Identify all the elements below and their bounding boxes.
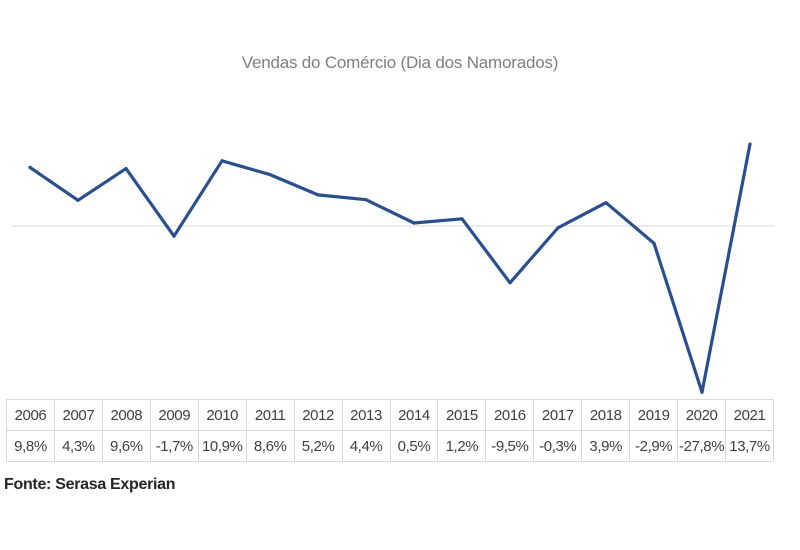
data-point [460, 217, 464, 221]
value-cell: 9,6% [101, 430, 151, 462]
line-chart [12, 142, 774, 394]
value-cell: 9,8% [6, 430, 55, 462]
value-cell: -2,9% [629, 430, 679, 462]
year-cell: 2019 [629, 399, 679, 431]
value-row: 9,8% 4,3% 9,6% -1,7% 10,9% 8,6% 5,2% 4,4% 0,5% 1,… [6, 430, 774, 462]
year-cell: 2012 [293, 399, 343, 431]
year-cell: 2016 [485, 399, 535, 431]
data-point [268, 172, 272, 177]
data-point [364, 198, 368, 202]
value-cell: 3,9% [581, 430, 631, 462]
value-cell: 4,3% [53, 430, 103, 462]
year-cell: 2013 [341, 399, 391, 431]
year-cell: 2006 [6, 399, 55, 431]
value-cell: 4,4% [341, 430, 391, 462]
value-cell: 1,2% [437, 430, 487, 462]
year-cell: 2017 [533, 399, 583, 431]
data-point [76, 198, 80, 202]
year-cell: 2014 [389, 399, 439, 431]
data-point [652, 241, 656, 245]
data-point [748, 142, 752, 146]
value-cell: 5,2% [293, 430, 343, 462]
value-cell: -0,3% [533, 430, 583, 462]
value-cell: 10,9% [197, 430, 247, 462]
data-point [604, 201, 608, 205]
data-point [28, 165, 32, 169]
chart-title: Vendas do Comércio (Dia dos Namorados) [241, 53, 559, 72]
year-cell: 2018 [581, 399, 631, 431]
year-cell: 2009 [149, 399, 199, 431]
data-point [172, 234, 176, 238]
value-cell: 8,6% [245, 430, 295, 462]
data-point [124, 166, 128, 171]
year-cell: 2011 [245, 399, 295, 431]
series-line [28, 142, 752, 394]
year-cell: 2010 [197, 399, 247, 431]
year-cell: 2008 [101, 399, 151, 431]
data-point [220, 159, 224, 163]
data-point [316, 193, 320, 197]
value-cell: -9,5% [485, 430, 535, 462]
year-cell: 2007 [53, 399, 103, 431]
value-cell: -27,8% [677, 430, 727, 462]
value-cell: 0,5% [389, 430, 439, 462]
year-cell: 2021 [725, 399, 774, 431]
data-point [556, 226, 560, 230]
year-cell: 2020 [677, 399, 727, 431]
value-cell: -1,7% [149, 430, 199, 462]
value-cell: 13,7% [725, 430, 774, 462]
series-group [28, 142, 752, 394]
year-cell: 2015 [437, 399, 487, 431]
data-point [508, 281, 512, 285]
data-point [700, 390, 704, 394]
data-point [412, 221, 416, 225]
year-row: 2006 2007 2008 2009 2010 2011 2012 2013 2014 2015… [6, 399, 774, 431]
source-note: Fonte: Serasa Experian [4, 476, 176, 493]
data-table: 2006 2007 2008 2009 2010 2011 2012 2013 2014 2015… [6, 399, 774, 462]
